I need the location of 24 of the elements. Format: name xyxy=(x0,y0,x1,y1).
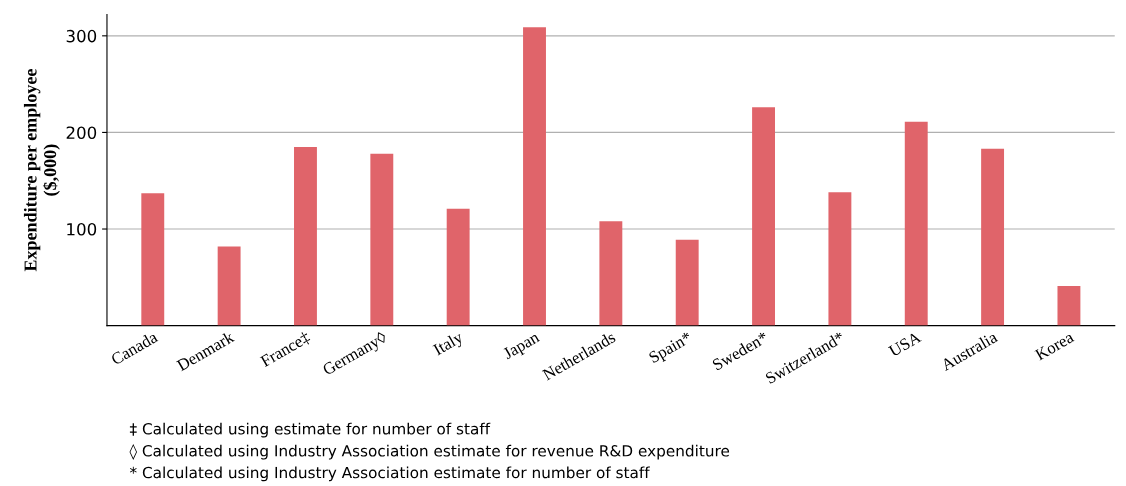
bar xyxy=(141,193,165,326)
y-tick-label: 100 xyxy=(67,222,97,236)
bar xyxy=(752,107,775,326)
bar xyxy=(981,148,1005,326)
x-tick-label: Korea xyxy=(1034,331,1075,361)
y-tick-label: 200 xyxy=(66,126,97,139)
bar xyxy=(446,208,470,326)
bar xyxy=(217,246,241,326)
bar xyxy=(904,121,928,326)
bar xyxy=(523,27,546,326)
bar xyxy=(294,146,317,326)
y-tick-label: 300 xyxy=(66,29,97,43)
text: ‡ Calculated using estimate for number of staff xyxy=(129,422,491,438)
text: ◊ Calculated using Industry Association estimate for revenue R&D expenditure xyxy=(129,444,730,460)
y-axis-title: Expenditure per employee ($,000) xyxy=(23,69,60,272)
x-tick-label: USA xyxy=(887,331,922,358)
bar xyxy=(675,239,699,326)
bar xyxy=(828,192,852,326)
bar xyxy=(1057,286,1081,326)
x-tick-label: Italy xyxy=(432,330,466,359)
text: * Calculated using Industry Association estimate for number of staff xyxy=(129,466,650,482)
bar xyxy=(370,153,394,326)
bar xyxy=(599,221,623,326)
x-tick-label: Japan xyxy=(502,331,542,363)
